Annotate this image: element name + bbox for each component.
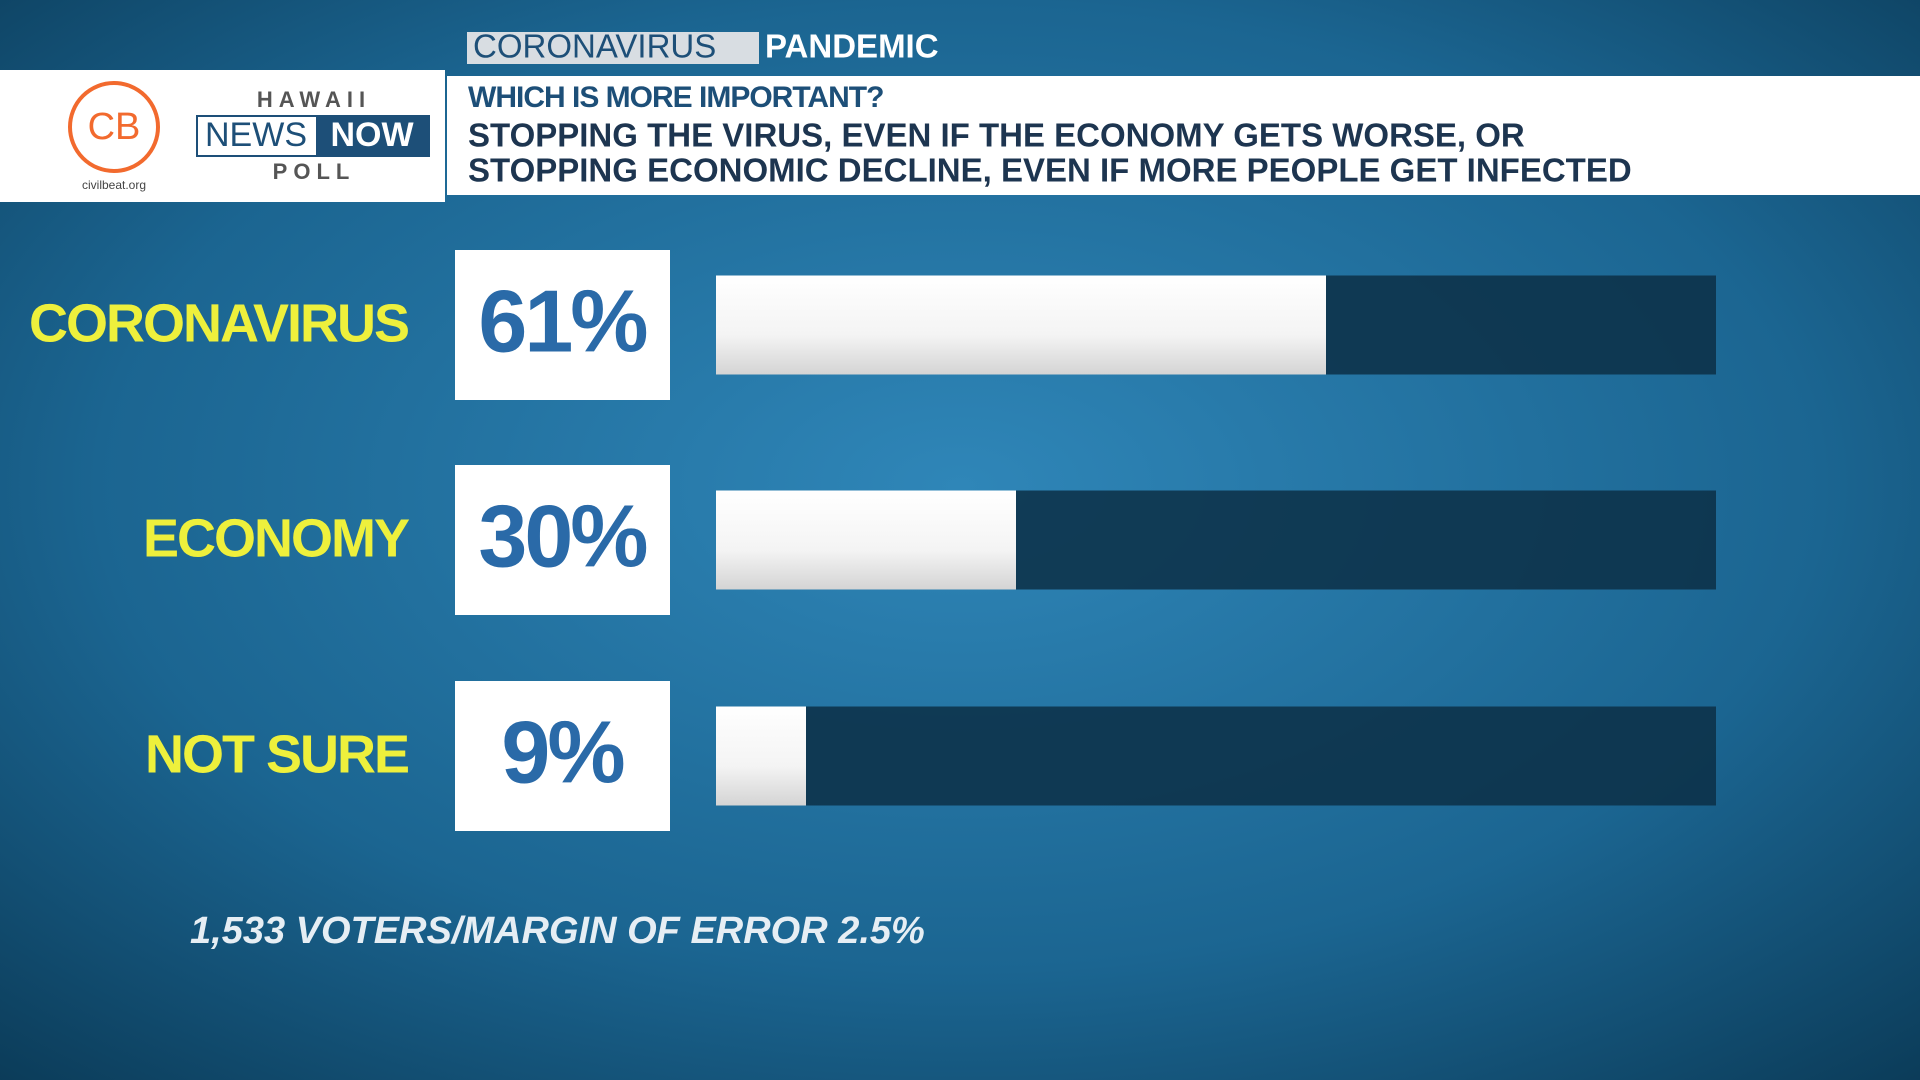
header-title: PANDEMIC bbox=[765, 28, 939, 65]
value-label: 9% bbox=[501, 702, 623, 801]
footnote: 1,533 VOTERS/MARGIN OF ERROR 2.5% bbox=[190, 910, 925, 952]
now: NOW bbox=[330, 116, 414, 154]
category-label: CORONAVIRUS bbox=[29, 293, 408, 353]
bar bbox=[716, 275, 1326, 375]
bar bbox=[716, 490, 1016, 590]
header-tag: CORONAVIRUS bbox=[473, 28, 716, 65]
subtitle: STOPPING ECONOMIC DECLINE, EVEN IF MORE … bbox=[468, 152, 1632, 189]
value-label: 61% bbox=[478, 271, 646, 370]
category-label: ECONOMY bbox=[143, 508, 410, 568]
value-box bbox=[455, 465, 670, 615]
bar-track bbox=[716, 706, 1716, 806]
subtitle: STOPPING THE VIRUS, EVEN IF THE ECONOMY … bbox=[468, 117, 1525, 154]
chart-title: WHICH IS MORE IMPORTANT? bbox=[468, 81, 883, 114]
bar bbox=[716, 706, 806, 806]
category-label: NOT SURE bbox=[145, 724, 408, 784]
poll: POLL bbox=[273, 159, 356, 184]
tag-box bbox=[467, 32, 759, 64]
value-label: 30% bbox=[478, 486, 646, 585]
now-box bbox=[316, 116, 429, 156]
question-band bbox=[447, 76, 1920, 195]
cb-logo: CB bbox=[88, 106, 141, 148]
news: NEWS bbox=[205, 116, 307, 154]
hawaii: HAWAII bbox=[257, 87, 371, 112]
value-box bbox=[455, 681, 670, 831]
cb-ring bbox=[68, 81, 160, 173]
value-box bbox=[455, 250, 670, 400]
cb-site: civilbeat.org bbox=[82, 178, 146, 192]
